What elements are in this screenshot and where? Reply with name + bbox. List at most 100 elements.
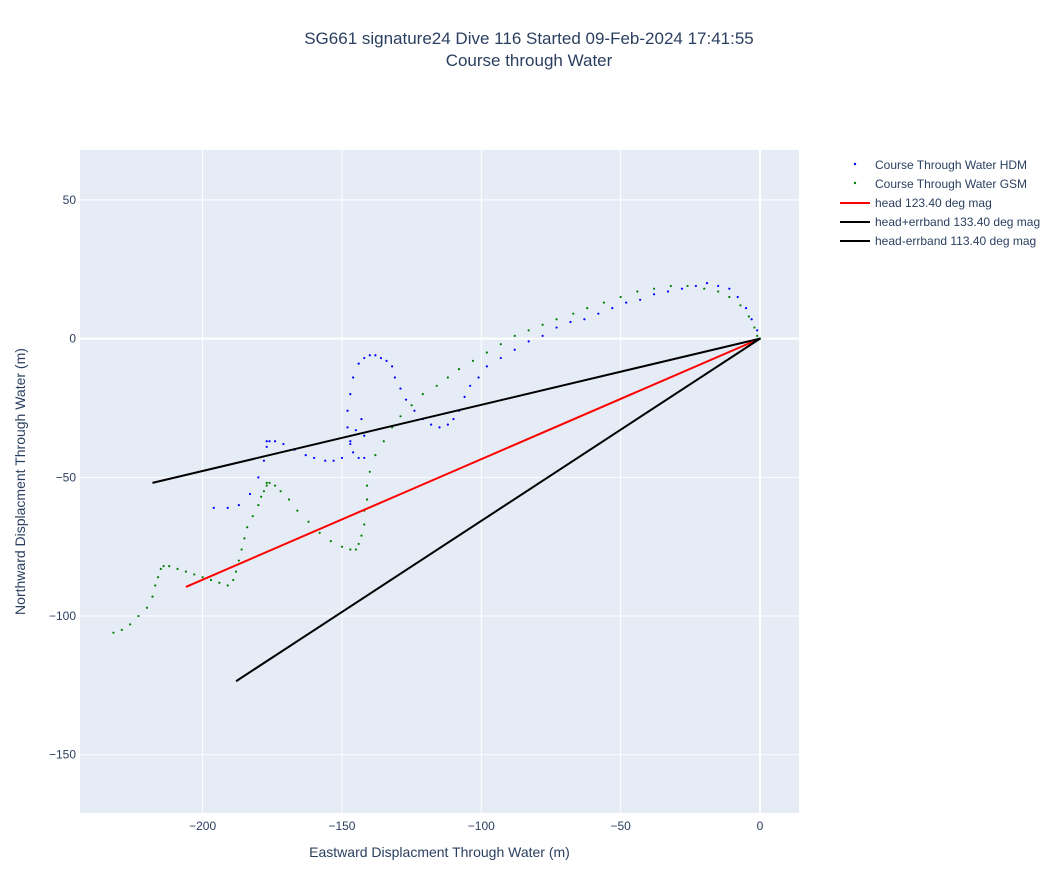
y-tick-label: 0: [69, 332, 76, 346]
data-point: [324, 459, 327, 462]
legend-marker-swatch: [853, 181, 857, 185]
data-point: [156, 576, 160, 579]
legend-item[interactable]: Course Through Water HDM: [853, 158, 1027, 172]
data-point: [368, 354, 371, 357]
data-point: [262, 490, 266, 493]
data-point: [282, 442, 285, 446]
series-0-markers: [212, 282, 762, 509]
x-tick-label: −100: [468, 819, 495, 833]
data-point: [363, 356, 366, 360]
data-point: [374, 454, 377, 457]
legend-item[interactable]: head+errband 133.40 deg mag: [840, 215, 1040, 229]
legend-item[interactable]: head 123.40 deg mag: [840, 196, 992, 210]
data-point: [120, 628, 123, 632]
data-point: [363, 434, 366, 437]
data-point: [363, 523, 366, 526]
data-point: [410, 404, 413, 407]
data-point: [346, 426, 349, 429]
legend-item[interactable]: head-errband 113.40 deg mag: [840, 234, 1036, 248]
data-point: [747, 315, 750, 318]
data-point: [391, 365, 394, 368]
data-point: [265, 445, 268, 448]
data-point: [393, 376, 397, 379]
legend[interactable]: Course Through Water HDM Course Through W…: [840, 158, 1040, 248]
chart-title-line1: SG661 signature24 Dive 116 Started 09-Fe…: [304, 29, 754, 48]
data-point: [349, 442, 352, 446]
data-point: [555, 326, 558, 329]
data-point: [262, 459, 266, 462]
data-point: [385, 359, 388, 362]
data-point: [360, 417, 363, 421]
data-point: [717, 290, 720, 293]
data-point: [145, 606, 148, 609]
legend-label: Course Through Water GSM: [875, 177, 1027, 191]
legend-label: head+errband 133.40 deg mag: [875, 215, 1040, 229]
data-point: [619, 295, 622, 299]
data-point: [318, 531, 321, 534]
data-point: [572, 312, 575, 315]
x-tick-label: 0: [757, 819, 764, 833]
data-point: [399, 387, 402, 390]
y-tick-label: −100: [49, 609, 76, 623]
data-point: [728, 295, 731, 299]
data-point: [463, 395, 466, 398]
data-point: [352, 376, 355, 379]
data-point: [332, 459, 335, 462]
data-point: [354, 429, 357, 432]
data-point: [257, 503, 260, 507]
data-point: [226, 506, 229, 509]
data-point: [357, 456, 360, 460]
data-point: [435, 384, 438, 387]
data-point: [248, 492, 252, 496]
data-point: [212, 506, 215, 509]
data-point: [218, 581, 221, 584]
data-point: [304, 454, 307, 457]
x-tick-label: −150: [328, 819, 355, 833]
data-point: [365, 498, 369, 501]
data-point: [636, 290, 639, 293]
data-point: [246, 526, 249, 529]
data-point: [354, 548, 357, 551]
chart-title-line2: Course through Water: [445, 51, 613, 70]
data-point: [438, 426, 441, 429]
data-point: [346, 409, 349, 412]
data-point: [357, 542, 360, 546]
data-point: [226, 584, 229, 587]
legend-label: Course Through Water HDM: [875, 158, 1027, 172]
data-point: [365, 484, 369, 487]
data-point: [717, 284, 720, 288]
data-point: [379, 356, 383, 360]
chart-title: SG661 signature24 Dive 116 Started 09-Fe…: [0, 28, 1058, 72]
plot-background: [80, 150, 799, 813]
data-point: [349, 440, 352, 443]
data-point: [669, 284, 672, 288]
data-point: [382, 440, 385, 443]
data-point: [471, 359, 475, 362]
data-point: [273, 484, 277, 487]
data-point: [265, 481, 268, 484]
data-point: [307, 520, 310, 523]
data-point: [513, 334, 516, 337]
data-point: [340, 456, 344, 460]
data-point: [312, 456, 316, 460]
data-point: [360, 534, 363, 537]
series-line: [152, 337, 761, 484]
data-point: [357, 362, 360, 365]
data-point: [527, 340, 530, 343]
data-point: [260, 495, 263, 498]
data-point: [232, 578, 235, 582]
data-point: [750, 318, 753, 321]
data-point: [287, 498, 291, 501]
data-point: [736, 295, 739, 299]
data-point: [413, 409, 416, 412]
y-tick-label: −50: [56, 470, 77, 484]
data-point: [602, 301, 606, 304]
data-point: [452, 417, 455, 421]
plot-area[interactable]: [80, 150, 799, 813]
data-point: [753, 326, 756, 329]
data-point: [268, 481, 271, 484]
data-point: [137, 614, 140, 618]
legend-item[interactable]: Course Through Water GSM: [853, 177, 1027, 191]
data-point: [555, 318, 558, 321]
